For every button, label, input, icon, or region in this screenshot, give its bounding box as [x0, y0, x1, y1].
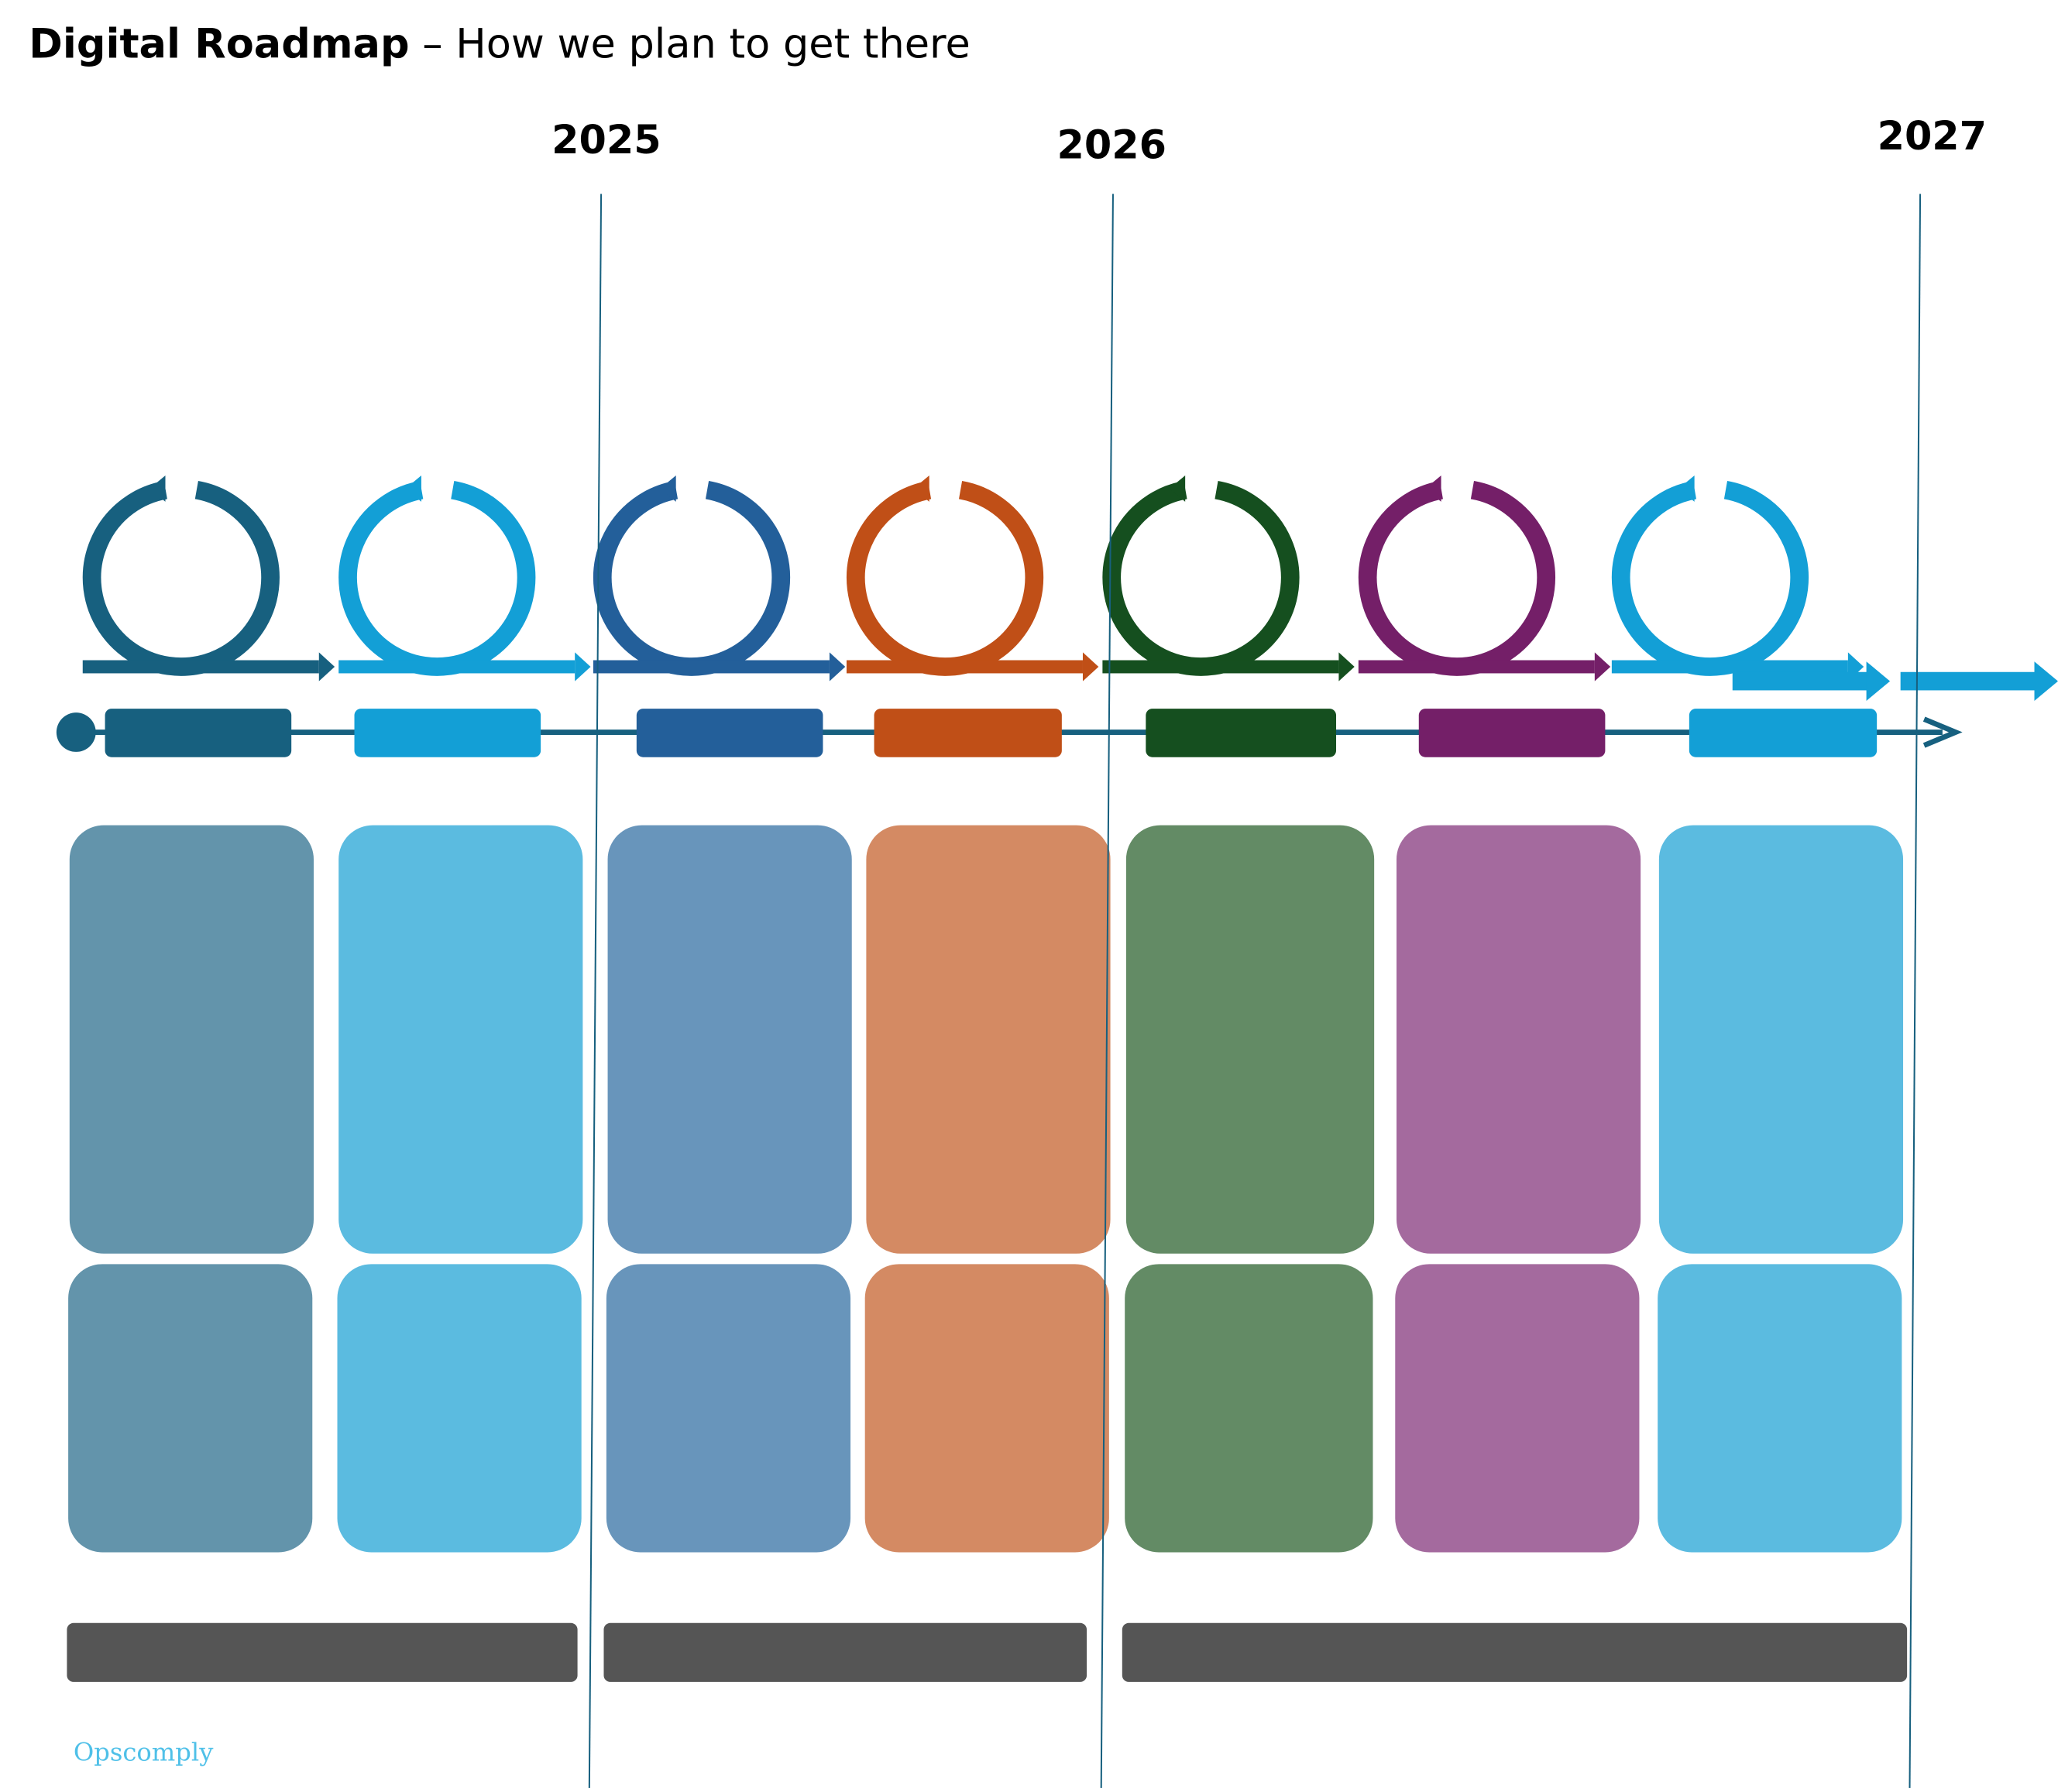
stage-card-lower: [864, 1264, 1109, 1553]
flow-arrowhead: [575, 652, 591, 681]
year-label: 2027: [1878, 113, 1987, 159]
cycle-ring: [846, 481, 1044, 676]
title-sub: – How we plan to get there: [422, 20, 971, 67]
phase-bar: [1122, 1622, 1908, 1682]
title-main: Digital Roadmap: [29, 20, 409, 67]
stage-card-lower: [1395, 1264, 1640, 1553]
cycle-arrowhead: [1169, 475, 1186, 502]
cycle-arrowhead: [660, 475, 676, 502]
cycle-ring: [338, 481, 536, 676]
cycle-ring: [82, 481, 280, 676]
timeline-start: [56, 712, 96, 752]
cycle-arrowhead: [1425, 475, 1441, 502]
cycle-ring: [593, 481, 791, 676]
title: Digital Roadmap – How we plan to get the…: [29, 20, 971, 67]
stage-card-lower: [606, 1264, 851, 1553]
cycle-ring: [1102, 481, 1300, 676]
flow-arrow: [1900, 671, 2039, 691]
stage-card: [1658, 825, 1904, 1254]
stage-label: [1146, 709, 1337, 757]
cycle-arrowhead: [149, 475, 166, 502]
stage-card: [69, 825, 314, 1254]
stage-card-lower: [1658, 1264, 1902, 1553]
year-line: [1909, 194, 1922, 1788]
stage-card: [338, 825, 583, 1254]
flow-arrow: [1732, 671, 1871, 691]
flow-arrowhead: [829, 652, 846, 681]
cycle-arrowhead: [1678, 475, 1695, 502]
flow-arrow: [338, 660, 575, 674]
stage-card: [866, 825, 1111, 1254]
stage-label: [636, 709, 823, 757]
stage-card-lower: [337, 1264, 582, 1553]
flow-arrowhead: [1866, 661, 1891, 701]
cycle-ring: [1611, 481, 1809, 676]
flow-arrow: [1358, 660, 1595, 674]
stage-card: [607, 825, 852, 1254]
cycle-arrowhead: [913, 475, 929, 502]
cycle-arrowhead: [405, 475, 421, 502]
stage-card-lower: [1125, 1264, 1373, 1553]
stage-label: [105, 709, 292, 757]
phase-bar: [67, 1622, 578, 1682]
flow-arrow: [846, 660, 1083, 674]
stage-label: [354, 709, 541, 757]
flow-arrowhead: [2034, 661, 2058, 701]
phase-bar: [603, 1622, 1087, 1682]
flow-arrow: [1102, 660, 1339, 674]
logo: Opscomply: [74, 1737, 214, 1766]
shapes: [56, 194, 2058, 1788]
flow-arrowhead: [318, 652, 335, 681]
year-line: [588, 194, 603, 1788]
flow-arrow: [593, 660, 830, 674]
flow-arrow: [82, 660, 319, 674]
stage-card: [1125, 825, 1375, 1254]
flow-arrowhead: [1594, 652, 1611, 681]
stage-label: [874, 709, 1062, 757]
flow-arrow: [1611, 660, 1848, 674]
year-label: 2025: [551, 117, 661, 163]
stage-card-lower: [68, 1264, 313, 1553]
stage-card: [1396, 825, 1641, 1254]
cycle-ring: [1358, 481, 1555, 676]
timeline-head: [1922, 716, 1963, 748]
year-label: 2026: [1057, 122, 1166, 168]
flow-arrowhead: [1082, 652, 1099, 681]
flow-arrowhead: [1338, 652, 1355, 681]
stage-label: [1689, 709, 1878, 757]
year-line: [1100, 194, 1114, 1788]
stage-label: [1418, 709, 1606, 757]
